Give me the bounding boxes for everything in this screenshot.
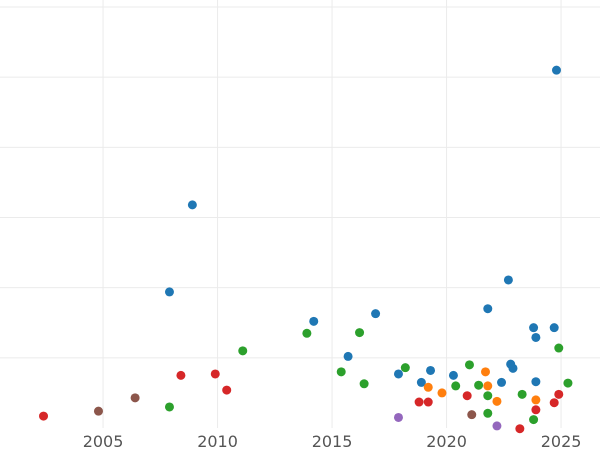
x-tick-label: 2015	[312, 432, 353, 450]
data-point-blue	[371, 309, 381, 319]
data-point-blue	[448, 370, 458, 380]
x-tick-label: 2005	[83, 432, 124, 450]
data-point-blue	[426, 365, 436, 375]
data-point-orange	[483, 381, 493, 391]
data-point-blue	[529, 323, 539, 333]
data-point-orange	[437, 388, 447, 398]
data-point-green	[529, 415, 539, 425]
data-point-red	[531, 405, 541, 415]
data-point-blue	[549, 323, 559, 333]
data-point-purple	[393, 412, 403, 422]
data-point-blue	[551, 65, 561, 75]
data-point-blue	[483, 304, 493, 314]
data-point-blue	[503, 275, 513, 285]
data-point-red	[176, 370, 186, 380]
x-tick-label: 2025	[541, 432, 582, 450]
data-point-green	[355, 328, 365, 338]
data-point-orange	[480, 367, 490, 377]
data-points	[39, 65, 573, 434]
data-point-green	[238, 346, 248, 356]
data-point-red	[462, 391, 472, 401]
x-tick-label: 2020	[426, 432, 467, 450]
data-point-red	[210, 369, 220, 379]
data-point-red	[515, 424, 525, 434]
x-tick-label: 2010	[197, 432, 238, 450]
data-point-blue	[497, 377, 507, 387]
data-point-green	[451, 381, 461, 391]
data-point-purple	[492, 421, 502, 431]
data-point-blue	[531, 377, 541, 387]
data-point-blue	[343, 351, 353, 361]
data-point-blue	[508, 363, 518, 373]
data-point-red	[39, 411, 49, 421]
data-point-brown	[93, 406, 103, 416]
data-point-blue	[309, 316, 319, 326]
x-axis-ticks: 2005 2010 2015 2020 2025	[83, 432, 582, 450]
data-point-brown	[130, 393, 140, 403]
data-point-red	[554, 389, 564, 399]
data-point-green	[400, 363, 410, 373]
data-point-orange	[492, 396, 502, 406]
data-point-green	[563, 378, 573, 388]
data-point-orange	[423, 382, 433, 392]
data-point-red	[423, 397, 433, 407]
data-point-green	[464, 360, 474, 370]
data-point-red	[222, 385, 232, 395]
data-point-green	[554, 343, 564, 353]
data-point-blue	[531, 332, 541, 342]
data-point-blue	[164, 287, 174, 297]
data-point-green	[474, 380, 484, 390]
data-point-green	[336, 367, 346, 377]
data-point-green	[483, 391, 493, 401]
data-point-green	[164, 402, 174, 412]
data-point-blue	[393, 369, 403, 379]
data-point-green	[302, 328, 312, 338]
data-point-green	[517, 389, 527, 399]
data-point-blue	[416, 377, 426, 387]
data-point-blue	[187, 200, 197, 210]
data-point-green	[483, 408, 493, 418]
data-point-brown	[467, 410, 477, 420]
data-point-red	[549, 398, 559, 408]
data-point-orange	[531, 395, 541, 405]
data-point-red	[414, 397, 424, 407]
grid	[0, 0, 600, 428]
data-point-green	[359, 379, 369, 389]
